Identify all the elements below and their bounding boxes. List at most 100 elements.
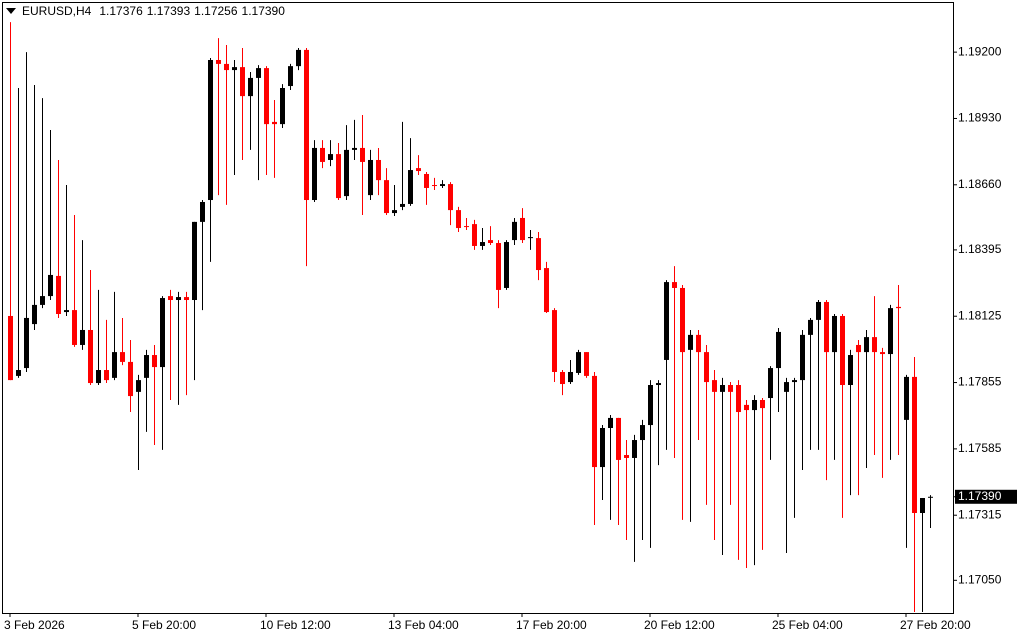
candle-body [128,361,133,397]
candle-body [8,315,13,381]
candle-body [104,370,109,381]
candle-body [112,352,117,378]
candle-body [536,238,541,271]
candle-body [472,224,477,246]
candle-body [808,319,813,335]
candle-body [200,201,205,222]
candle-body [320,147,325,162]
candle-body [48,274,53,297]
candle-body [728,385,733,392]
candle-body [776,331,781,369]
candle-body [272,121,277,125]
candle-body [88,329,93,384]
candle-body [904,376,909,420]
candle-body [632,440,637,458]
candle-body [888,308,893,355]
candle-body [896,306,901,309]
candle-body [648,385,653,426]
plot-frame [2,2,954,614]
candle-body [248,77,253,97]
candle-body [752,399,757,411]
y-tick-label: 1.19200 [958,44,1002,58]
y-tick-label: 1.18395 [958,242,1002,256]
candle-body [328,154,333,160]
candle-body [192,221,197,301]
candle-body [424,173,429,188]
chart-header: EURUSD,H4 1.17376 1.17393 1.17256 1.17390 [22,4,285,18]
candle-body [688,334,693,350]
candle-body [40,296,45,305]
candle-body [488,240,493,244]
candle-body [872,337,877,353]
candle-body [416,168,421,172]
candle-body [864,337,869,353]
candle-body [360,147,365,162]
info-open: 1.17376 [99,4,143,18]
candle-body [552,310,557,372]
y-tick-label: 1.17050 [958,572,1002,586]
candle-body [152,355,157,368]
info-low: 1.17256 [194,4,238,18]
candle-body [216,59,221,64]
candle-body [736,385,741,413]
x-tick-label: 25 Feb 04:00 [772,618,843,632]
candle-body [600,427,605,468]
candle-body [120,352,125,362]
menu-triangle[interactable] [6,8,16,14]
candle-body [800,334,805,381]
candle-body [584,352,589,376]
candle-body [744,404,749,411]
candle-body [264,68,269,125]
candle-body [376,159,381,181]
y-tick-label: 1.18660 [958,177,1002,191]
current-price-label: 1.17390 [958,489,1002,503]
candle-body [168,296,173,301]
candle-body [664,282,669,360]
candle-body [24,317,29,369]
candle-body [760,399,765,409]
info-close: 1.17390 [242,4,286,18]
candle-body [880,352,885,355]
candle-body [240,67,245,97]
candle-body [176,297,181,301]
candle-body [608,417,613,428]
x-tick-label: 10 Feb 12:00 [260,618,331,632]
candle-body [704,352,709,383]
candle-body [232,67,237,71]
candle-body [848,355,853,386]
y-tick-label: 1.18125 [958,308,1002,322]
candle-body [256,68,261,78]
candle-body [344,149,349,197]
candle-body [576,352,581,373]
x-tick-label: 13 Feb 04:00 [388,618,459,632]
candle-body [768,368,773,399]
candle-body [504,242,509,288]
candle-body [560,371,565,385]
candle-body [544,268,549,313]
candle-body [288,66,293,87]
candle-body [840,315,845,386]
candle-body [392,210,397,214]
candle-body [656,383,661,386]
candle-body [920,498,925,513]
y-tick-label: 1.17315 [958,507,1002,521]
current-price-box [955,489,1017,504]
candle-body [496,243,501,290]
candle-body [480,242,485,246]
x-tick-label: 17 Feb 20:00 [516,618,587,632]
y-tick-label: 1.18930 [958,111,1002,125]
candle-body [208,59,213,201]
candle-body [624,455,629,458]
candle-body [680,287,685,353]
candle-body [824,301,829,353]
candle-body [408,170,413,204]
x-tick-label: 27 Feb 20:00 [900,618,971,632]
candle-body [568,371,573,383]
candle-body [616,417,621,460]
candle-body [72,310,77,345]
candle-body [144,355,149,378]
candle-body [792,380,797,383]
candle-body [464,226,469,228]
candle-body [672,282,677,288]
